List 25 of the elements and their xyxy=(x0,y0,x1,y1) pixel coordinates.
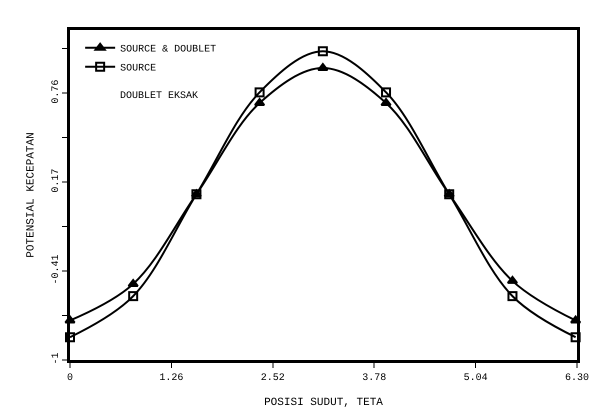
point xyxy=(128,291,138,302)
x-tick-label: 5.04 xyxy=(464,373,488,384)
point xyxy=(507,291,518,302)
x-tick-label: 6.30 xyxy=(564,373,590,384)
x-tick-label: 1.26 xyxy=(159,373,184,384)
legend-label: SOURCE & DOUBLET xyxy=(120,44,216,56)
x-axis-title: POSISI SUDUT, TETA xyxy=(264,397,384,410)
y-tick-label: 0.76 xyxy=(51,80,62,104)
point xyxy=(128,278,139,287)
point xyxy=(506,276,518,284)
point xyxy=(317,63,328,72)
point xyxy=(65,332,75,342)
y-tick-label: -1 xyxy=(51,352,62,365)
point xyxy=(570,332,581,342)
y-axis-title: POTENSIAL KECEPATAN xyxy=(26,132,38,258)
x-tick-label: 2.52 xyxy=(260,373,285,384)
legend-label: SOURCE xyxy=(120,64,156,75)
x-tick-label: 0 xyxy=(66,373,74,384)
annotation: DOUBLET EKSAK xyxy=(120,91,198,102)
x-tick-label: 3.78 xyxy=(362,373,386,384)
point xyxy=(318,46,328,56)
point xyxy=(381,87,392,98)
y-tick-label: 0.17 xyxy=(51,168,62,193)
point xyxy=(254,87,265,98)
y-tick-label: -0.41 xyxy=(51,254,62,285)
